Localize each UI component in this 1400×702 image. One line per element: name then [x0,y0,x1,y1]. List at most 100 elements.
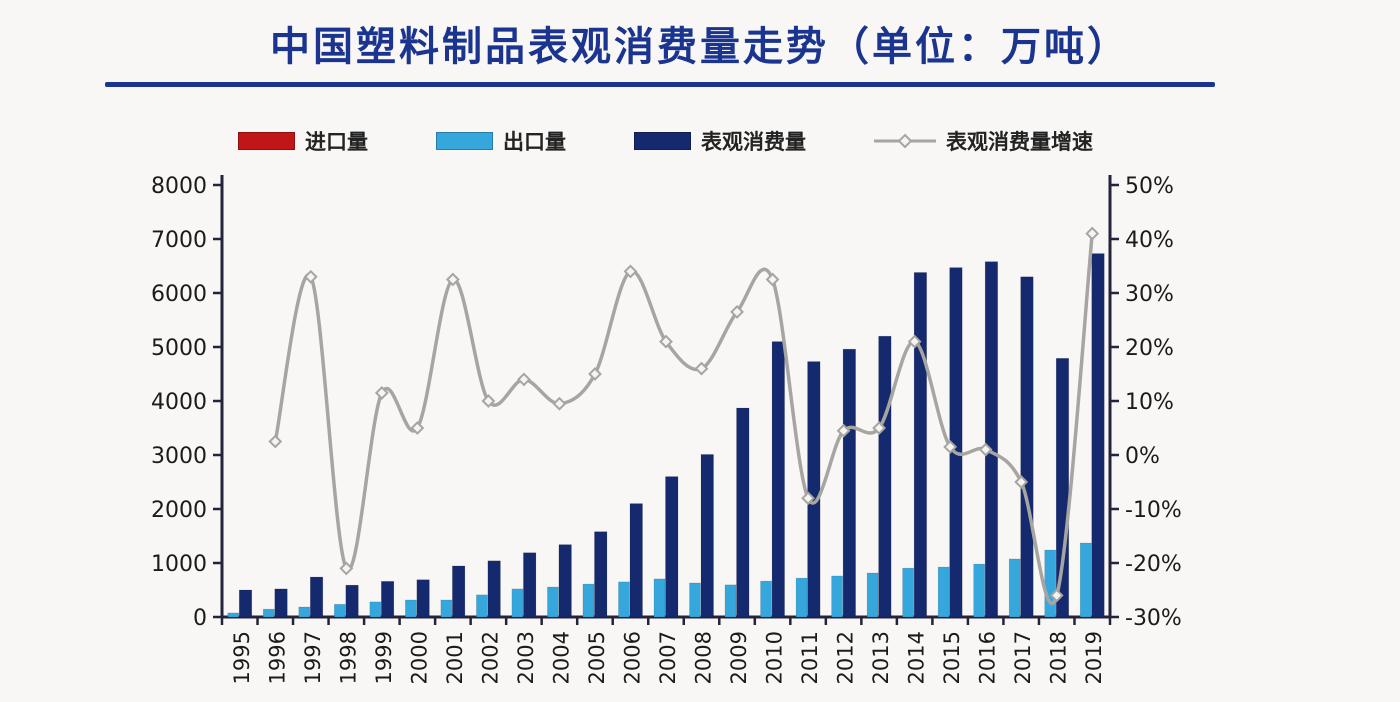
line-marker-icon [588,367,602,381]
bar [487,560,501,618]
line-marker-icon [339,561,354,576]
line-marker-icon [659,334,673,349]
line-marker-icon [836,423,851,438]
bar [416,579,430,618]
svg-text:50%: 50% [1125,174,1174,199]
legend-item-growth: 表观消费量增速 [874,126,1093,156]
bar [618,581,630,618]
bar [724,584,737,618]
svg-text:8000: 8000 [151,174,207,199]
bar [842,348,856,618]
bar [1055,358,1070,618]
bar [405,599,417,618]
bar [1008,558,1021,618]
legend-item-import: 进口量 [238,126,368,156]
svg-text:7000: 7000 [151,228,207,253]
bar [440,599,453,618]
svg-text:2019: 2019 [1082,631,1106,684]
bar [227,612,240,618]
svg-text:-10%: -10% [1125,498,1182,523]
bar [665,476,679,618]
legend-label-growth: 表观消费量增速 [946,130,1093,154]
legend-label-consumption: 表观消费量 [701,130,806,154]
line-marker-icon [623,264,638,279]
svg-text:2002: 2002 [478,631,502,684]
line-marker-icon [730,304,744,319]
bar [984,261,998,618]
bar [547,586,559,618]
svg-text:-20%: -20% [1125,552,1182,577]
svg-text:1995: 1995 [230,631,254,684]
svg-text:1997: 1997 [301,631,325,684]
consumption-swatch-icon [634,132,691,150]
bar [309,576,324,618]
bar [238,589,253,618]
svg-text:3000: 3000 [151,444,207,469]
bar [345,584,359,618]
svg-text:2009: 2009 [727,631,751,684]
bar [937,566,950,618]
import-swatch-icon [238,132,295,150]
svg-text:2003: 2003 [514,631,538,684]
svg-text:1000: 1000 [151,552,207,577]
bar [973,563,985,618]
growth-line [273,233,1094,606]
bar [582,583,595,618]
svg-text:2005: 2005 [585,631,609,684]
bar [369,601,382,618]
svg-text:2008: 2008 [692,631,716,684]
svg-text:2000: 2000 [407,631,431,684]
svg-text:2006: 2006 [620,631,644,684]
legend: 进口量 出口量 表观消费量 表观消费量增速 [238,126,1161,156]
bar [831,575,843,618]
svg-text:10%: 10% [1125,390,1174,415]
svg-text:5000: 5000 [151,336,207,361]
bar [736,407,750,618]
line-marker-icon [1014,475,1029,489]
bar [594,531,608,618]
line-marker-icon [1049,588,1064,603]
line-marker-icon [374,385,389,400]
bar [1091,253,1105,618]
line-marker-icon [517,372,531,387]
bar [558,544,572,618]
line-marker-icon [552,396,567,411]
chart-title: 中国塑料制品表观消费量走势（单位：万吨） [270,24,1130,70]
svg-text:2011: 2011 [798,631,822,684]
bar [878,335,892,618]
line-marker-icon [410,421,425,435]
svg-text:2004: 2004 [549,631,573,684]
export-swatch-icon [436,132,493,150]
line-marker-icon [872,421,887,435]
svg-text:2013: 2013 [869,631,893,684]
bar [476,594,488,618]
line-marker-icon [1085,226,1100,241]
bar [511,588,524,618]
svg-text:2010: 2010 [763,631,787,684]
bar [1044,549,1057,618]
bar [913,272,927,618]
line-marker-icon [268,434,283,449]
svg-text:2001: 2001 [443,631,467,684]
legend-item-consumption: 表观消费量 [634,126,806,156]
bar [700,454,714,618]
bar [689,582,701,618]
svg-text:4000: 4000 [151,390,207,415]
svg-text:-30%: -30% [1125,606,1182,631]
bar [523,552,537,618]
legend-label-export: 出口量 [503,130,566,154]
bar [334,604,346,618]
bar [262,608,275,618]
bar [298,606,311,618]
svg-text:2018: 2018 [1047,631,1071,684]
svg-text:2007: 2007 [656,631,680,684]
bar [760,580,772,618]
line-marker-icon [694,361,709,376]
line-marker-icon [978,442,993,457]
bar [452,565,466,618]
svg-text:6000: 6000 [151,282,207,307]
bar [807,361,821,618]
svg-text:2012: 2012 [834,631,858,684]
title-divider [105,82,1215,87]
